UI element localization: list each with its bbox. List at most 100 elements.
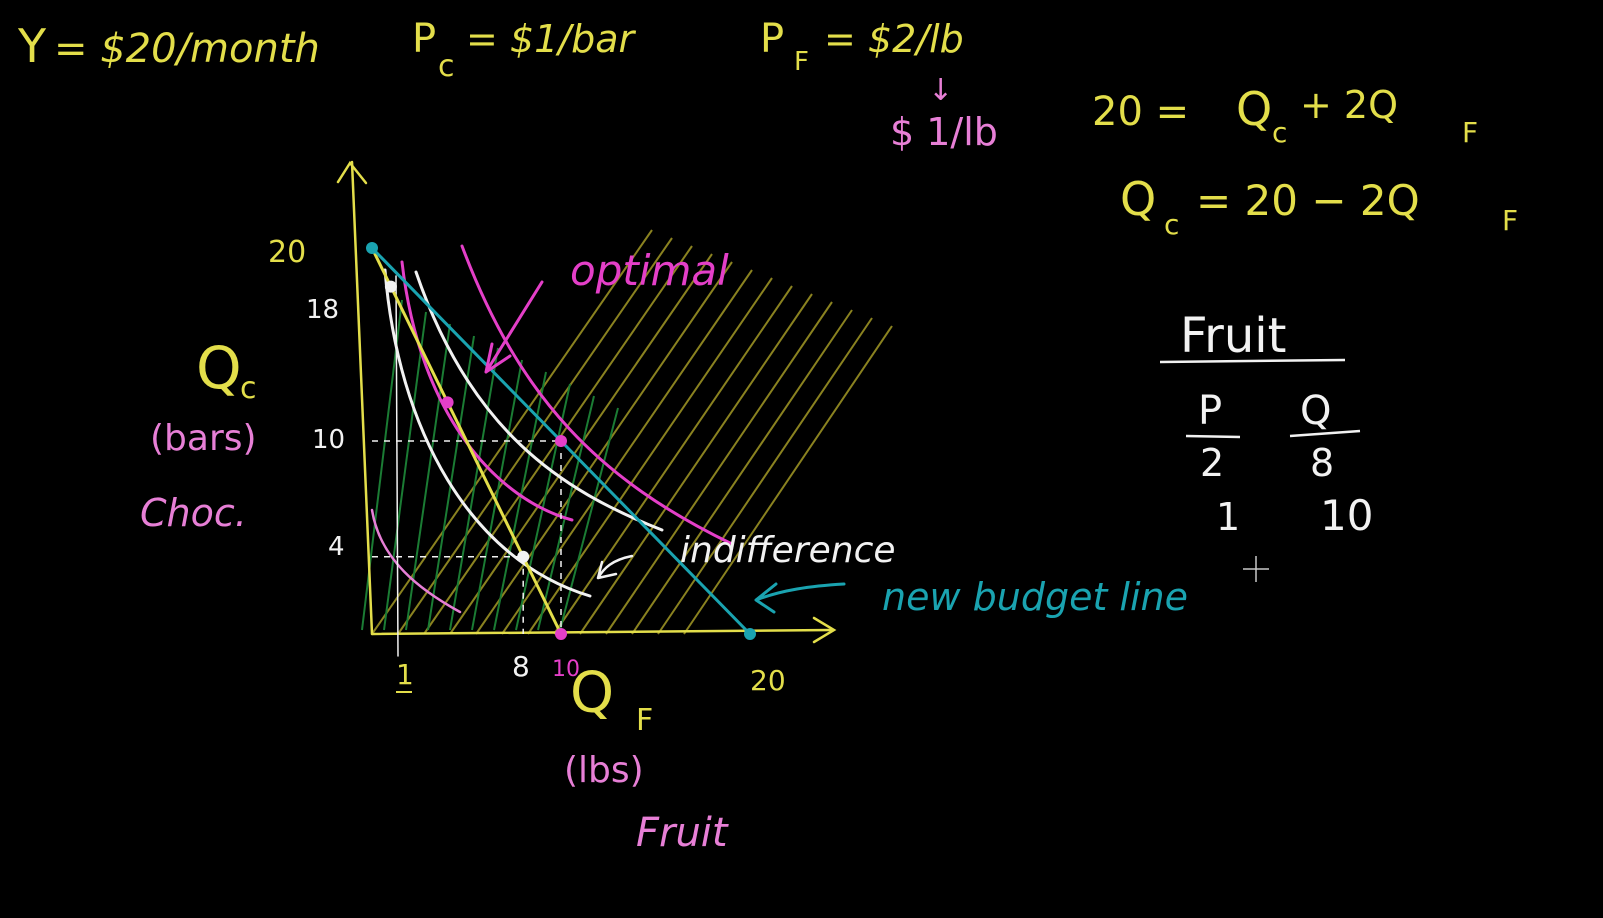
cursor-crosshair-icon (1243, 556, 1269, 582)
budget-lhs: 20 = (1092, 89, 1189, 135)
y-axis-unit: (bars) (150, 418, 257, 459)
table-header-price: P (1198, 388, 1222, 434)
new-fruit-price: ↓ $ 1/lb (890, 73, 998, 154)
olive-hatch-line (579, 293, 813, 635)
green-hatch-line (515, 383, 571, 631)
olive-hatch-line (657, 317, 873, 635)
point-4-12 (441, 396, 454, 409)
income-value: = $20/month (54, 26, 320, 72)
x-tick-1: 1 (396, 658, 414, 691)
olive-hatching (371, 229, 893, 635)
indifference-label: indifference (680, 530, 896, 571)
point-10-10 (555, 435, 567, 447)
budget-annotation: new budget line (754, 575, 1188, 619)
olive-hatch-line (631, 309, 853, 635)
green-hatch-line (471, 359, 523, 631)
x-axis-arrowhead (812, 616, 837, 644)
y-axis-q-sub: c (240, 371, 257, 406)
optimal-annotation: optimal (484, 246, 729, 374)
point-10-0 (555, 628, 567, 640)
income-symbol: Y (17, 19, 47, 73)
point-1-18 (384, 280, 397, 293)
green-hatch-line (493, 371, 547, 631)
olive-hatch-line (371, 229, 653, 635)
pf-subscript: F (794, 47, 809, 77)
header-underline-quantity (1289, 429, 1361, 438)
table-row-2-price: 1 (1216, 495, 1240, 539)
down-arrow-icon: ↓ (928, 73, 953, 108)
solved-rhs: = 20 − 2Q (1196, 176, 1420, 225)
green-hatch-line (559, 407, 619, 631)
green-hatch-line (449, 347, 499, 631)
table-row-2-quantity: 10 (1320, 491, 1373, 540)
solved-qc: Q (1120, 172, 1156, 226)
y-tick-4: 4 (328, 532, 345, 562)
green-hatch-line (537, 395, 595, 631)
olive-hatch-line (553, 285, 793, 635)
new-price-value: $ 1/lb (890, 110, 998, 154)
olive-hatch-line (475, 261, 733, 635)
budget-plus-term: + 2Q (1300, 83, 1398, 127)
indifference-arrow (596, 554, 634, 580)
green-hatch-line (383, 311, 427, 631)
y-axis-title: Q c (bars) Choc. (140, 334, 257, 535)
indifference-annotation: indifference (596, 530, 896, 580)
y-tick-10: 10 (312, 425, 345, 455)
solved-qf-sub: F (1502, 204, 1518, 237)
y-axis-q: Q (196, 334, 242, 402)
pf-symbol: P (760, 16, 784, 62)
y-axis-arrowhead (336, 160, 368, 185)
pc-value: = $1/bar (466, 17, 636, 61)
x-axis-q-sub: F (636, 703, 653, 738)
income-equation: Y = $20/month (17, 19, 320, 73)
x-tick-20: 20 (750, 664, 786, 697)
y-axis (350, 160, 374, 636)
solved-qc-sub: c (1164, 208, 1179, 241)
point-8-4 (517, 550, 530, 563)
y-tick-20: 20 (268, 235, 306, 270)
y-tick-18: 18 (306, 295, 339, 325)
olive-hatch-line (605, 301, 833, 635)
table-row-1-price: 2 (1200, 441, 1224, 485)
x-axis-unit: (lbs) (564, 750, 644, 791)
table-title: Fruit (1180, 308, 1286, 364)
budget-equation: 20 = Q c + 2Q F (1092, 82, 1478, 149)
pf-value: = $2/lb (824, 17, 964, 61)
y-axis-name: Choc. (140, 491, 247, 535)
table-header-quantity: Q (1300, 388, 1331, 434)
table-row-1-quantity: 8 (1310, 441, 1334, 485)
x-axis-q: Q (570, 661, 614, 726)
olive-hatch-line (449, 253, 713, 635)
graph-axes (336, 160, 837, 644)
x-axis-name: Fruit (636, 810, 729, 856)
optimal-arrow (484, 280, 544, 374)
x-tick-10: 10 (552, 657, 580, 682)
olive-hatch-line (527, 277, 773, 635)
indifference-curve-original (383, 268, 592, 598)
chocolate-price-equation: P c = $1/bar (412, 16, 636, 84)
table-title-underline (1159, 358, 1346, 364)
optimal-label: optimal (570, 246, 729, 295)
budget-arrow (754, 582, 846, 614)
guide-line-x1 (395, 275, 399, 657)
budget-qc: Q (1236, 82, 1272, 136)
chart-marks (366, 242, 756, 640)
point-20-0 (744, 628, 756, 640)
fruit-demand-table: Fruit P Q 2 8 1 10 (1159, 308, 1373, 540)
indifference-curve-high (460, 244, 734, 546)
x-tick-8: 8 (512, 650, 530, 683)
point-0-20 (366, 242, 378, 254)
graph-hatching (361, 229, 893, 635)
x-tick-labels: 1 8 10 20 (396, 650, 786, 697)
pc-subscript: c (438, 49, 455, 84)
olive-hatch-line (683, 325, 893, 635)
budget-qf-sub: F (1462, 116, 1478, 149)
y-tick-labels: 20 18 10 4 (268, 235, 345, 562)
header-underline-price (1185, 434, 1241, 439)
budget-qc-sub: c (1272, 116, 1287, 149)
olive-hatch-line (501, 269, 753, 635)
solved-equation: Q c = 20 − 2Q F (1120, 172, 1518, 241)
pc-symbol: P (412, 16, 436, 62)
indifference-curve-new (414, 270, 664, 532)
